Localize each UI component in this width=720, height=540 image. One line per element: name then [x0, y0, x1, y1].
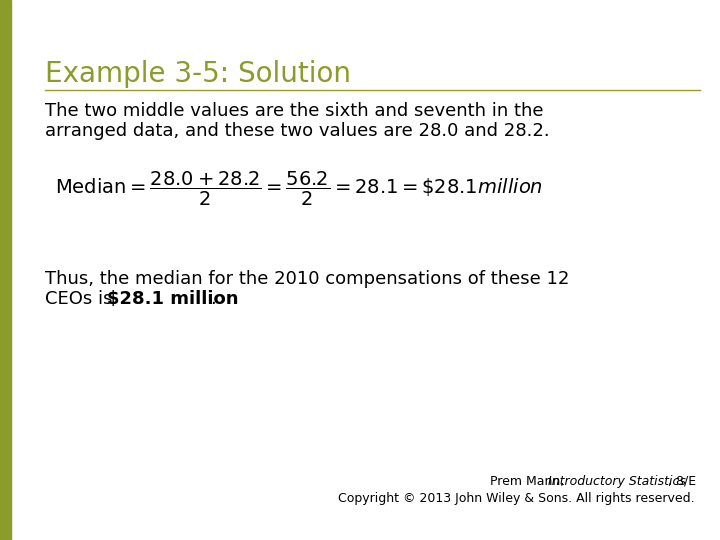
Text: Prem Mann,: Prem Mann,	[490, 475, 568, 488]
Bar	[0, 0, 11, 540]
Text: Introductory Statistics: Introductory Statistics	[548, 475, 686, 488]
Text: Thus, the median for the 2010 compensations of these 12: Thus, the median for the 2010 compensati…	[45, 270, 570, 288]
Text: $\mathrm{Median} = \dfrac{28.0 + 28.2}{2} = \dfrac{56.2}{2} = 28.1 = \$28.1\math: $\mathrm{Median} = \dfrac{28.0 + 28.2}{2…	[55, 170, 543, 208]
Text: The two middle values are the sixth and seventh in the: The two middle values are the sixth and …	[45, 102, 544, 120]
Text: Example 3-5: Solution: Example 3-5: Solution	[45, 60, 351, 88]
Text: CEOs is: CEOs is	[45, 290, 118, 308]
Text: arranged data, and these two values are 28.0 and 28.2.: arranged data, and these two values are …	[45, 122, 549, 140]
Text: .: .	[210, 290, 216, 308]
Text: $28.1 million: $28.1 million	[107, 290, 238, 308]
Text: Copyright © 2013 John Wiley & Sons. All rights reserved.: Copyright © 2013 John Wiley & Sons. All …	[338, 492, 695, 505]
Text: , 8/E: , 8/E	[668, 475, 696, 488]
